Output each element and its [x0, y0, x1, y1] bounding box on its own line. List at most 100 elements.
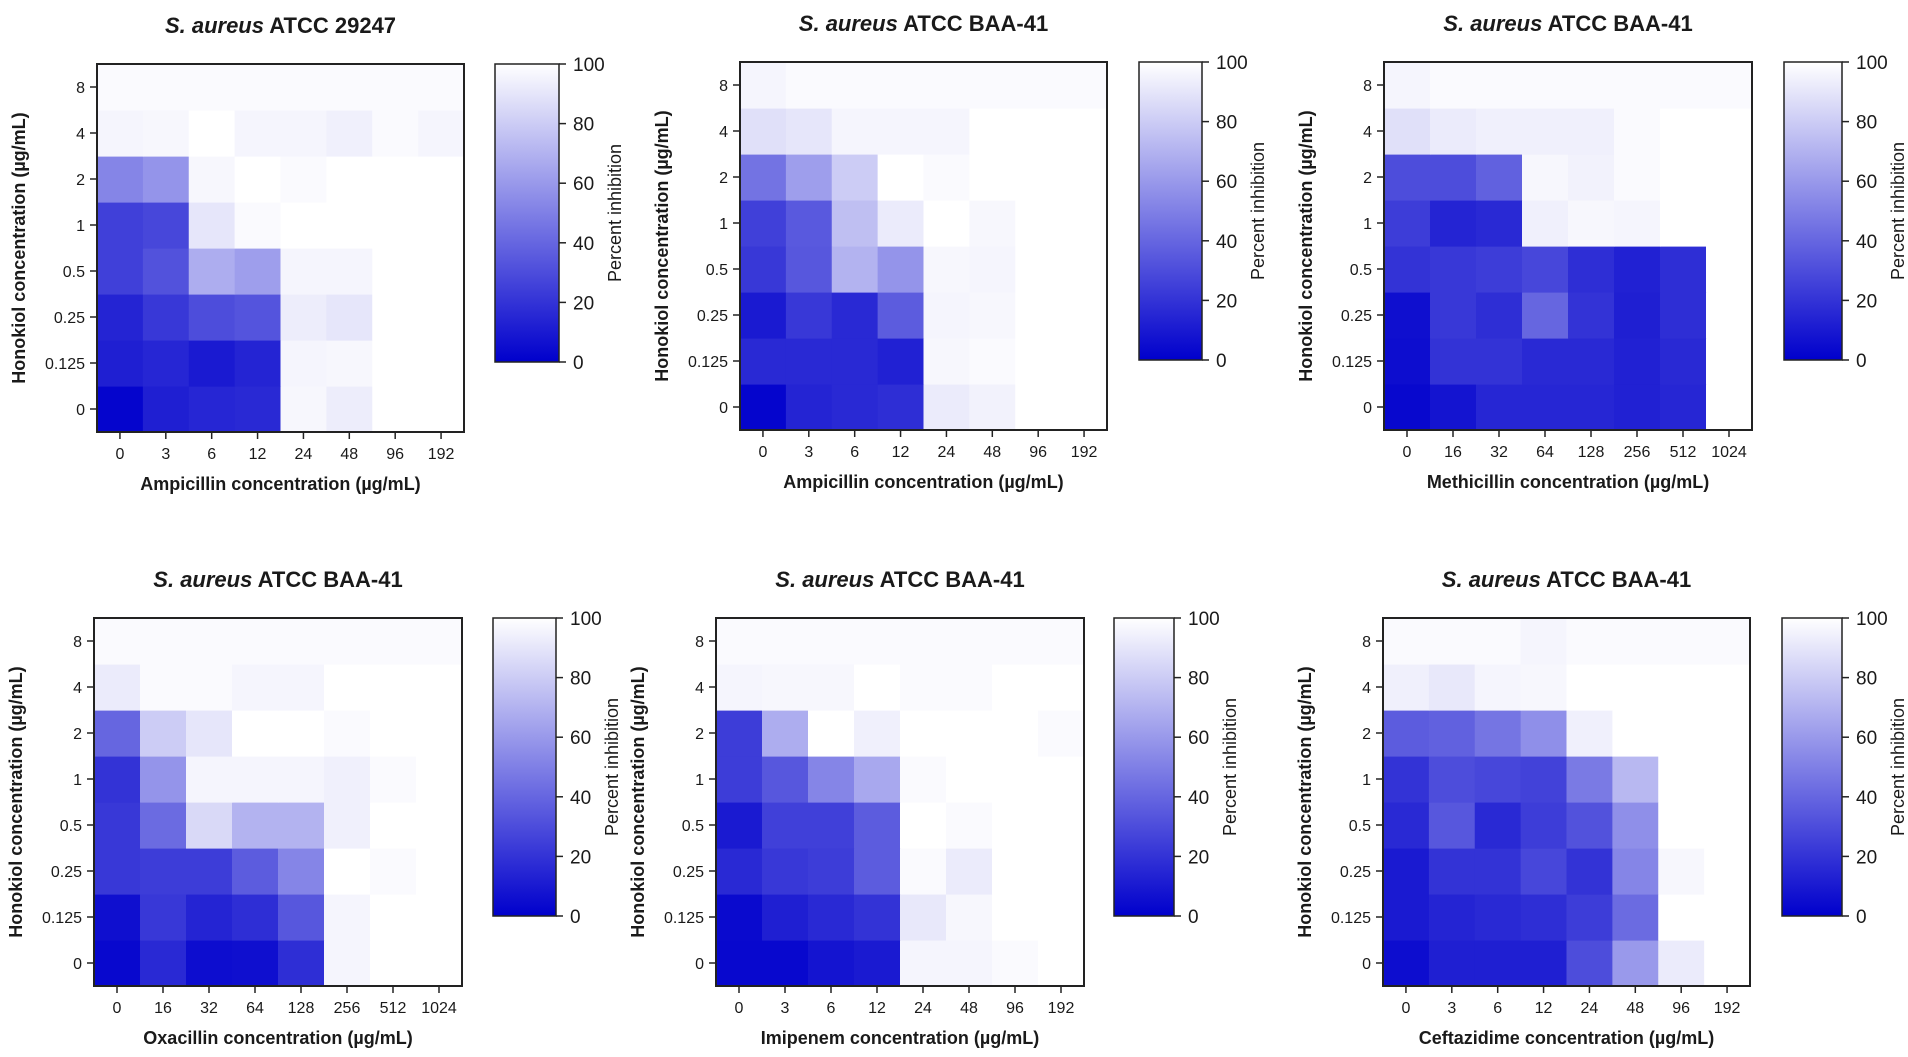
x-tick-label: 0 — [115, 446, 124, 463]
heatmap-cell — [1704, 848, 1751, 895]
y-tick-label: 1 — [1363, 216, 1372, 233]
heatmap-cell — [900, 940, 947, 987]
heatmap-cell — [418, 156, 465, 203]
heatmap-panel-6: S. aureus ATCC BAA-410 3 6 12 24 48 96 19200.12… — [1295, 567, 1908, 1048]
heatmap-cell — [234, 202, 282, 249]
heatmap-cell — [142, 248, 190, 295]
heatmap-cell — [1476, 384, 1523, 431]
heatmap-cell — [946, 756, 993, 803]
x-tick-label: 12 — [892, 444, 910, 461]
heatmap-cell — [1660, 384, 1707, 431]
heatmap-cell — [877, 154, 925, 201]
x-axis-label: Ampicillin concentration (µg/mL) — [783, 472, 1063, 492]
colorbar-tick-label: 60 — [573, 174, 594, 195]
heatmap-cell — [326, 248, 373, 295]
y-tick-label: 0.25 — [1341, 308, 1372, 325]
heatmap-cell — [326, 156, 373, 203]
heatmap-cell — [142, 386, 190, 433]
heatmap-cell — [946, 894, 993, 941]
heatmap-cell — [785, 108, 833, 155]
heatmap-cell — [808, 710, 855, 757]
plot-frame — [1382, 617, 1751, 987]
colorbar-label: Percent inhibition — [1888, 698, 1908, 836]
heatmap-cell — [762, 710, 809, 757]
heatmap-cell — [1430, 200, 1477, 247]
heatmap-cell — [740, 384, 787, 431]
plot-frame — [739, 61, 1108, 431]
heatmap-cell — [1658, 710, 1705, 757]
heatmap-cell — [808, 802, 855, 849]
colorbar-tick-label: 20 — [1188, 847, 1209, 868]
heatmap-cell — [372, 110, 419, 157]
colorbar-tick-label: 20 — [570, 847, 591, 868]
heatmap-cell — [1015, 200, 1062, 247]
heatmap-cell — [188, 110, 236, 157]
heatmap-cell — [1706, 292, 1753, 339]
heatmap-cell — [140, 710, 187, 757]
colorbar-tick-label: 0 — [1856, 907, 1867, 928]
heatmap-cell — [232, 848, 279, 895]
heatmap-cell — [1566, 710, 1613, 757]
colorbar-tick-label: 0 — [1856, 351, 1867, 372]
heatmap-cell — [1474, 940, 1522, 987]
heatmap-cell — [142, 110, 190, 157]
heatmap-cell — [946, 710, 993, 757]
heatmap-cell — [94, 848, 141, 895]
colorbar-gradient — [1138, 61, 1203, 361]
heatmap-cell — [1568, 384, 1615, 431]
heatmap-cell — [278, 618, 325, 665]
colorbar: 0 20 40 60 80 100 Percent inhibition — [1138, 53, 1268, 372]
y-tick-label: 8 — [1362, 634, 1371, 651]
x-tick-label: 3 — [1447, 1000, 1456, 1017]
heatmap-cell — [1474, 618, 1522, 665]
heatmap-cell — [1658, 848, 1705, 895]
heatmap-cell — [234, 110, 282, 157]
heatmap-cell — [142, 64, 190, 111]
heatmap-cell — [1522, 200, 1569, 247]
x-axis-label: Imipenem concentration (µg/mL) — [761, 1028, 1039, 1048]
x-tick-label: 0 — [113, 1000, 122, 1017]
heatmap-cell — [416, 848, 463, 895]
heatmap-cell — [1660, 154, 1707, 201]
heatmap-cell — [1383, 802, 1430, 849]
heatmap-cell — [854, 940, 901, 987]
y-tick-label: 0 — [695, 956, 704, 973]
heatmap-cell — [740, 338, 787, 385]
heatmap-cell — [762, 940, 809, 987]
heatmap-cell — [97, 340, 144, 387]
heatmap-cell — [1015, 292, 1062, 339]
heatmap-cell — [1660, 62, 1707, 109]
heatmap-cell — [416, 710, 463, 757]
heatmap-cell — [232, 894, 279, 941]
heatmap-cell — [900, 802, 947, 849]
y-tick-label: 4 — [719, 124, 728, 141]
y-tick-label: 0 — [76, 402, 85, 419]
panel-title-organism: S. aureus — [775, 567, 874, 592]
colorbar-tick-label: 80 — [1188, 669, 1209, 690]
heatmap-cell — [1015, 154, 1062, 201]
heatmap-cell — [1038, 664, 1085, 711]
heatmap-cell — [785, 338, 833, 385]
heatmap-cell — [140, 894, 187, 941]
heatmap-cell — [1476, 108, 1523, 155]
panel-title-organism: S. aureus — [1443, 11, 1542, 36]
colorbar-gradient — [1783, 61, 1843, 361]
heatmap-cell — [1015, 246, 1062, 293]
y-tick-label: 4 — [76, 126, 85, 143]
heatmap-cell — [969, 200, 1016, 247]
heatmap-cell — [1476, 62, 1523, 109]
heatmap-cell — [1658, 756, 1705, 803]
heatmap-cell — [1660, 292, 1707, 339]
x-tick-label: 0 — [758, 444, 767, 461]
heatmap-cell — [1430, 154, 1477, 201]
colorbar-tick-label: 0 — [1216, 351, 1227, 372]
heatmap-cell — [188, 248, 236, 295]
x-tick-label: 192 — [428, 446, 455, 463]
heatmap-cell — [1384, 338, 1431, 385]
heatmap-cell — [140, 756, 187, 803]
heatmap-cell — [946, 618, 993, 665]
heatmap-cell — [234, 64, 282, 111]
panel-title: S. aureus ATCC BAA-41 — [1443, 11, 1692, 36]
heatmap-cell — [280, 340, 327, 387]
